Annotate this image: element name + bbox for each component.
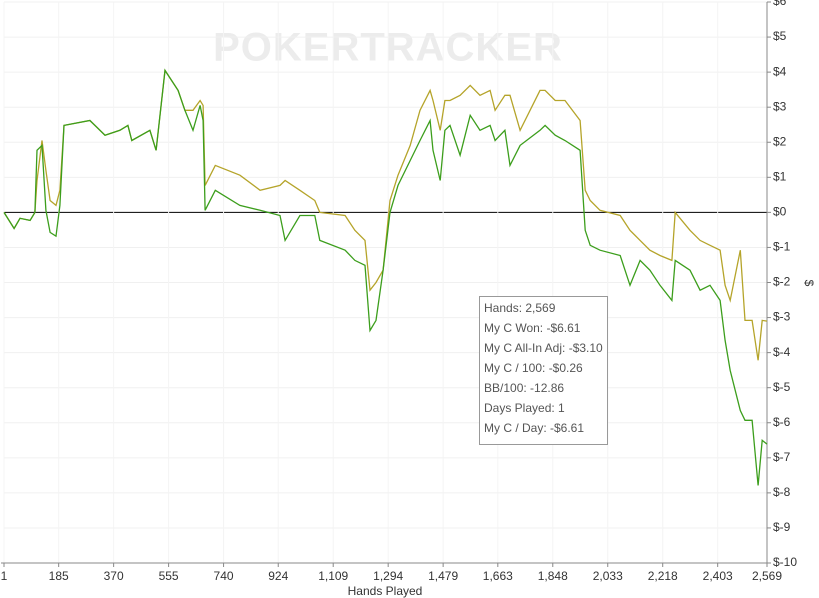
y-tick-label: $6 [773, 0, 787, 8]
y-tick-label: $-5 [773, 380, 791, 394]
y-tick-label: $-3 [773, 310, 791, 324]
x-tick-label: 1,109 [318, 569, 348, 583]
x-tick-label: 2,403 [703, 569, 733, 583]
x-tick-label: 1 [1, 569, 8, 583]
y-tick-label: $-4 [773, 345, 791, 359]
y-tick-label: $-1 [773, 240, 791, 254]
y-tick-label: $0 [773, 205, 787, 219]
tooltip-line: BB/100: -12.86 [484, 381, 564, 395]
x-tick-label: 1,479 [428, 569, 458, 583]
x-tick-label: 2,033 [593, 569, 623, 583]
y-tick-label: $-6 [773, 415, 791, 429]
y-tick-label: $-8 [773, 485, 791, 499]
x-tick-label: 740 [214, 569, 234, 583]
x-axis-label: Hands Played [348, 584, 423, 598]
x-tick-label: 1,663 [483, 569, 513, 583]
y-tick-label: $-2 [773, 275, 791, 289]
y-tick-label: $3 [773, 99, 787, 113]
series-line [3, 68, 768, 486]
x-tick-label: 1,294 [373, 569, 403, 583]
x-tick-label: 370 [104, 569, 124, 583]
y-tick-label: $-9 [773, 520, 791, 534]
tooltip-line: My C All-In Adj: -$3.10 [484, 341, 603, 355]
tooltip-line: Days Played: 1 [484, 401, 565, 415]
y-tick-label: $-10 [773, 555, 797, 569]
grid [3, 1, 768, 564]
tooltip-line: My C / 100: -$0.26 [484, 361, 583, 375]
x-tick-label: 924 [268, 569, 288, 583]
x-tick-label: 555 [159, 569, 179, 583]
x-tick-label: 1,848 [538, 569, 568, 583]
tooltip-line: My C Won: -$6.61 [484, 321, 581, 335]
tooltip-line: Hands: 2,569 [484, 301, 556, 315]
tooltip-line: My C / Day: -$6.61 [484, 421, 584, 435]
y-axis-label: $ [802, 280, 816, 287]
y-tick-label: $2 [773, 134, 787, 148]
tooltip-box [479, 296, 608, 445]
x-tick-label: 2,218 [648, 569, 678, 583]
x-tick-label: 2,569 [752, 569, 782, 583]
watermark: POKERTRACKER [213, 26, 563, 70]
tooltip: Hands: 2,569 My C Won: -$6.61 My C All-In … [479, 296, 608, 445]
y-tick-label: $5 [773, 29, 787, 43]
y-tick-label: $-7 [773, 450, 791, 464]
y-tick-label: $4 [773, 64, 787, 78]
y-tick-label: $1 [773, 169, 787, 183]
x-tick-label: 185 [49, 569, 69, 583]
